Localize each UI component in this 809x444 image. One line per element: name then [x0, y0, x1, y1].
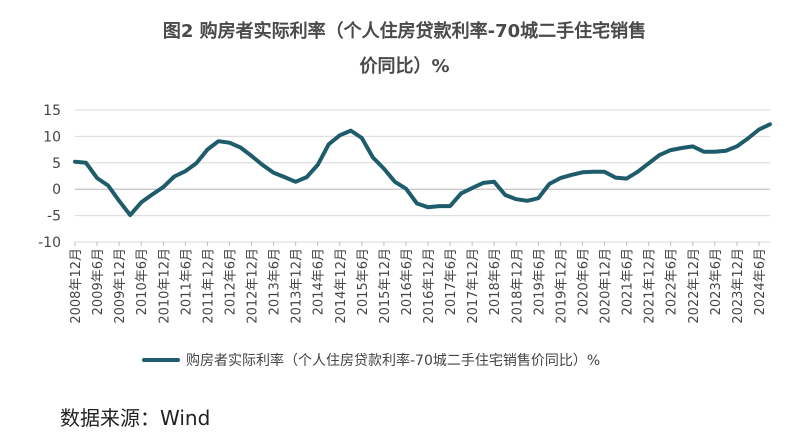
y-tick-label: -10 — [38, 235, 61, 251]
x-tick-label: 2022年12月 — [687, 248, 702, 324]
x-tick-label: 2018年12月 — [510, 248, 525, 324]
x-tick-label: 2009年12月 — [113, 248, 128, 324]
x-tick-label: 2024年6月 — [753, 248, 768, 315]
x-tick-label: 2019年12月 — [554, 248, 569, 324]
x-tick-label: 2015年6月 — [356, 248, 371, 315]
line-chart: -10 -5 0 5 10 15 2008年12月 2009年6月 2009年12月 2010年6… — [38, 103, 772, 369]
y-tick-label: 15 — [43, 103, 61, 119]
x-tick-label: 2010年6月 — [135, 248, 150, 315]
x-tick-label: 2013年12月 — [290, 248, 305, 324]
x-tick-label: 2014年6月 — [312, 248, 327, 315]
y-tick-label: 5 — [52, 156, 61, 172]
chart-title-line2: 价同比）% — [359, 56, 450, 77]
x-tick-label: 2012年6月 — [223, 248, 238, 315]
x-tick-label: 2021年6月 — [621, 248, 636, 315]
x-tick-label: 2009年6月 — [91, 248, 106, 315]
x-tick-label: 2023年6月 — [709, 248, 724, 315]
x-tick-label: 2011年12月 — [201, 248, 216, 324]
x-tick-label: 2017年6月 — [444, 248, 459, 315]
x-tick-label: 2018年6月 — [488, 248, 503, 315]
chart-title-line1: 图2 购房者实际利率（个人住房贷款利率-70城二手住宅销售 — [162, 21, 647, 42]
x-tick-label: 2020年6月 — [576, 248, 591, 315]
x-tick-label: 2011年6月 — [179, 248, 194, 315]
x-tick-label: 2008年12月 — [69, 248, 84, 324]
x-tick-label: 2010年12月 — [157, 248, 172, 324]
x-tick-label: 2016年12月 — [422, 248, 437, 324]
x-tick-label: 2021年12月 — [643, 248, 658, 324]
x-tick-label: 2014年12月 — [334, 248, 349, 324]
x-tick-label: 2013年6月 — [268, 248, 283, 315]
x-tick-label: 2020年12月 — [599, 248, 614, 324]
data-source: 数据来源：Wind — [60, 406, 211, 430]
x-tick-label: 2016年6月 — [400, 248, 415, 315]
x-tick-label: 2022年6月 — [665, 248, 680, 315]
legend-label: 购房者实际利率（个人住房贷款利率-70城二手住宅销售价同比）% — [186, 352, 600, 369]
y-tick-label: 10 — [43, 129, 61, 145]
series-line — [73, 122, 772, 218]
y-tick-label: 0 — [52, 182, 61, 198]
x-tick-label: 2012年12月 — [246, 248, 261, 324]
x-tick-label: 2015年12月 — [378, 248, 393, 324]
x-tick-label: 2017年12月 — [466, 248, 481, 324]
x-tick-label: 2023年12月 — [731, 248, 746, 324]
x-tick-label: 2019年6月 — [532, 248, 547, 315]
y-tick-label: -5 — [47, 209, 61, 225]
